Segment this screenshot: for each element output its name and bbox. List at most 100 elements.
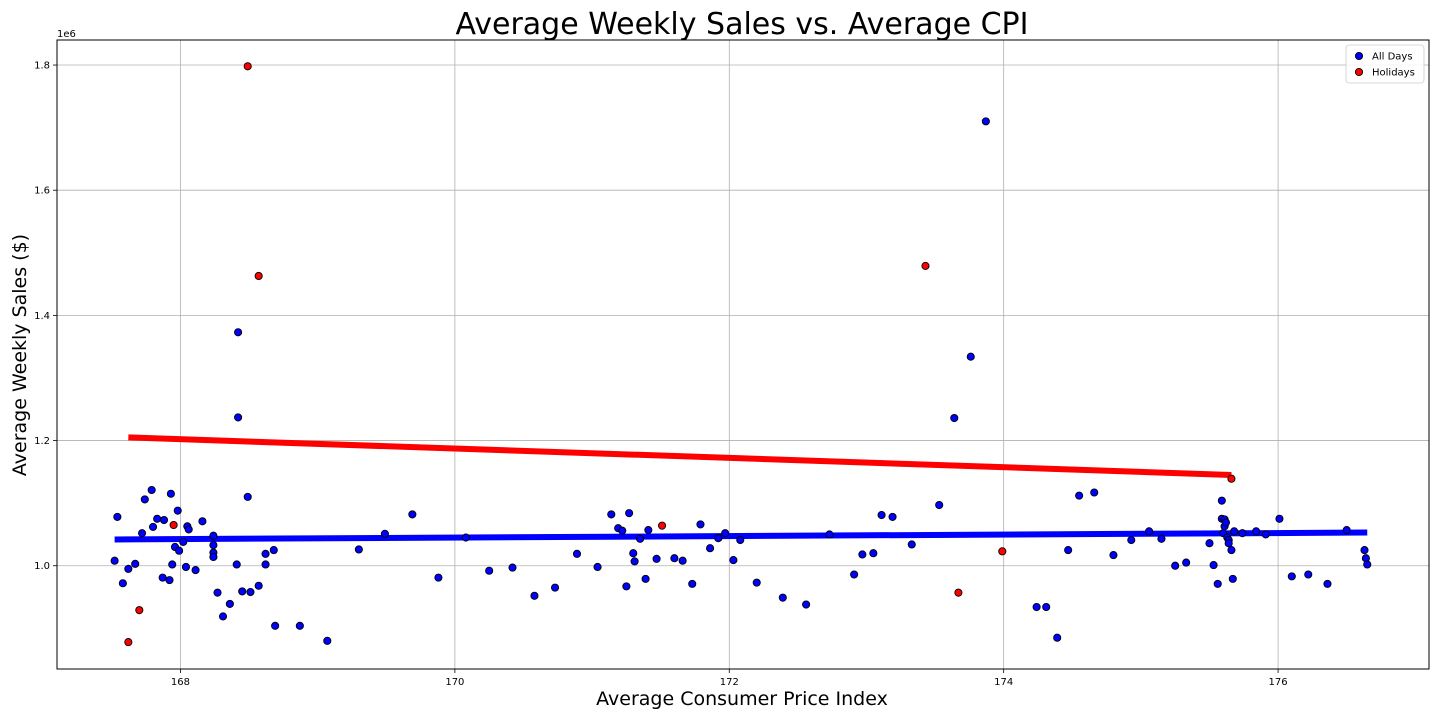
grid [57,40,1429,669]
all-days-point [688,579,697,588]
legend: All Days Holidays [1345,44,1425,84]
all-days-point [714,534,723,543]
all-days-point [966,352,975,361]
all-days-point [618,526,627,535]
all-days-point [148,522,158,531]
all-days-point [1275,514,1284,523]
all-days-point [1127,536,1136,545]
all-days-point [131,559,140,568]
all-days-point [593,562,602,572]
all-days-point [261,549,270,558]
x-tick-label: 170 [445,677,464,688]
all-days-point [181,562,191,572]
all-days-point [752,578,761,587]
all-days-point [295,621,304,630]
all-days-point [261,560,270,569]
legend-box [1345,44,1425,84]
all-days-point [198,517,207,526]
all-days-point [1157,534,1166,543]
all-days-point [461,533,470,542]
holidays-point [998,547,1007,556]
all-days-point [234,413,243,422]
all-days-point [825,530,834,539]
all-days-point [1323,579,1332,588]
all-days-point [850,570,859,579]
all-days-point [173,506,182,515]
all-days-point [209,541,218,550]
all-days-point [572,549,582,558]
x-tick-label: 176 [1269,677,1288,688]
all-days-point [1227,546,1236,555]
all-days-point [213,588,222,597]
holidays-point [1227,474,1236,483]
holidays-point [658,521,667,530]
all-days-point [1075,491,1084,500]
all-days-point [1230,527,1239,536]
all-days-point [1171,561,1180,570]
all-days-trend-line [114,529,1368,543]
all-days-point [380,529,389,538]
holidays-point [135,606,144,615]
all-days-point [630,557,639,566]
all-days-point [1287,572,1296,581]
all-days-point [238,587,247,596]
holidays-point [954,588,963,597]
all-days-point [168,560,177,569]
all-days-point [1360,546,1369,555]
all-days-point [530,591,539,600]
all-days-point [1090,488,1099,497]
all-days-point [179,537,188,546]
all-days-point [147,485,156,495]
all-days-point [1042,602,1051,612]
all-days-point [110,556,119,565]
all-days-point [641,574,650,583]
all-days-point [124,564,133,573]
all-days-point [1342,526,1351,535]
all-days-point [209,552,218,562]
holidays-point [243,62,252,71]
all-days-point [629,549,638,558]
all-days-point [246,587,255,597]
all-days-point [1252,527,1261,536]
all-days-point [354,545,363,554]
chart-title: Average Weekly Sales vs. Average CPI [455,7,1028,42]
all-days-point [1109,551,1118,560]
all-days-point [232,560,241,569]
all-days-point [209,531,218,540]
all-days-point [706,544,715,553]
all-days-point [888,512,897,521]
all-days-point [802,600,811,609]
all-days-point [1145,527,1154,536]
all-days-point [869,549,878,558]
all-days-point [323,636,332,645]
all-days-point [1053,633,1062,642]
legend-label-holidays: Holidays [1372,68,1415,79]
all-days-point [175,546,184,555]
all-days-point [721,529,730,538]
all-days-point [1224,539,1233,548]
x-axis-label: Average Consumer Price Index [596,688,888,710]
all-days-point [1182,558,1191,567]
holidays-point [921,261,930,270]
holidays-point [124,638,133,647]
holidays-trend-line [128,434,1232,478]
trend-lines [114,434,1368,543]
x-tick-label: 174 [994,677,1013,688]
all-days-point [138,529,147,538]
x-tick-label: 168 [171,677,190,688]
all-days-point [1213,579,1222,588]
all-days-point [670,554,679,563]
all-days-point [159,515,169,525]
all-days-point [644,526,653,535]
all-days-point [1064,546,1073,555]
all-days-point [113,512,122,521]
all-days-point [158,573,167,582]
all-days-point [981,117,990,126]
data-points [110,62,1372,647]
all-days-point [550,583,560,592]
x-tick-label: 172 [720,677,739,688]
all-days-point [269,546,278,555]
all-days-point [508,563,517,572]
all-days-point [166,489,175,498]
